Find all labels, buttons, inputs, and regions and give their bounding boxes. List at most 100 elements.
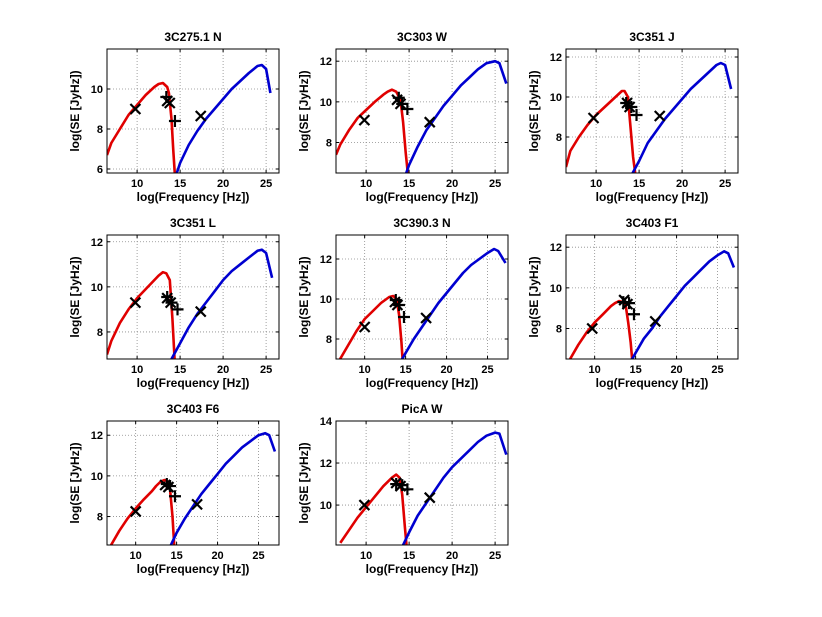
panel-1-xlabel: log(Frequency [Hz]) bbox=[137, 190, 250, 204]
panel-2-point-plus-0 bbox=[392, 91, 405, 104]
panel-2-ytick-label-12: 12 bbox=[320, 56, 332, 68]
panel-4-ytick-label-10: 10 bbox=[91, 282, 103, 294]
panel-6-model-high-line bbox=[630, 250, 736, 359]
panel-8-xtick-label-10: 10 bbox=[360, 550, 372, 562]
panel-1-model-high-line bbox=[175, 63, 272, 173]
panel-8-title: PicA W bbox=[402, 402, 444, 416]
panel-7-ytick-label-10: 10 bbox=[91, 471, 103, 483]
panel-3: 10 15 20 25 8 10 12 3C351 J log(Frequency [Hz]) l… bbox=[527, 30, 739, 204]
panel-6-ytick-label-8: 8 bbox=[556, 324, 562, 336]
panel-3-ytick-label-8: 8 bbox=[556, 132, 562, 144]
panel-5-xtick-label-25: 25 bbox=[481, 364, 493, 376]
panel-5-point-plus-1 bbox=[393, 299, 406, 311]
panel-4-xlabel: log(Frequency [Hz]) bbox=[137, 376, 250, 390]
panel-7-point-x-3 bbox=[191, 498, 203, 511]
panel-1-xtick-label-20: 20 bbox=[217, 178, 229, 190]
panel-1-title: 3C275.1 N bbox=[164, 30, 221, 44]
panel-3-xlabel: log(Frequency [Hz]) bbox=[596, 190, 709, 204]
panel-7-xtick-label-10: 10 bbox=[130, 550, 142, 562]
panel-4-ylabel: log(SE [JyHz]) bbox=[68, 256, 82, 337]
panel-3-axes-box bbox=[565, 48, 739, 174]
panel-6-point-x-3 bbox=[649, 315, 662, 328]
panel-2-xtick-label-25: 25 bbox=[489, 178, 501, 190]
panel-5-ytick-label-12: 12 bbox=[320, 254, 332, 266]
panel-1-point-x-0 bbox=[129, 103, 142, 115]
panel-7-axes-box bbox=[106, 420, 280, 546]
panel-5-xtick-label-10: 10 bbox=[359, 364, 371, 376]
panel-2-point-plus-2 bbox=[401, 102, 414, 115]
panel-1-ytick-label-10: 10 bbox=[91, 84, 103, 96]
panel-3-ylabel: log(SE [JyHz]) bbox=[527, 70, 541, 151]
panel-2-model-high-line bbox=[404, 59, 508, 173]
panel-5-ytick-label-10: 10 bbox=[320, 294, 332, 306]
panel-4-point-plus-1 bbox=[165, 296, 178, 309]
panel-2-title: 3C303 W bbox=[397, 30, 448, 44]
panel-6-model-low-line bbox=[568, 299, 634, 359]
panel-3-xtick-label-25: 25 bbox=[719, 178, 731, 190]
panel-1-point-plus-0 bbox=[160, 91, 173, 103]
panel-2-axes-box bbox=[335, 48, 509, 174]
panel-2-ylabel: log(SE [JyHz]) bbox=[297, 70, 311, 151]
panel-4-ytick-label-8: 8 bbox=[97, 327, 103, 339]
panel-2: 10 15 20 25 8 10 12 3C303 W log(Frequency [Hz]) l… bbox=[297, 30, 509, 204]
panel-4-point-plus-2 bbox=[171, 303, 184, 316]
panel-4-model-high-line bbox=[170, 248, 274, 359]
panel-7-ylabel: log(SE [JyHz]) bbox=[68, 442, 82, 523]
panel-6-ytick-label-10: 10 bbox=[550, 283, 562, 295]
panel-5-title: 3C390.3 N bbox=[393, 216, 450, 230]
panel-3-point-x-0 bbox=[587, 112, 600, 124]
panel-5-model-low-line bbox=[338, 294, 404, 359]
panel-7-xtick-label-25: 25 bbox=[252, 550, 264, 562]
panel-8-point-plus-2 bbox=[401, 483, 414, 496]
panel-7-xtick-label-15: 15 bbox=[170, 550, 182, 562]
panel-1-plot-area bbox=[107, 49, 279, 173]
panel-2-ytick-label-8: 8 bbox=[326, 138, 332, 150]
panel-1: 10 15 20 25 6 8 10 3C275.1 N log(Frequency [Hz])… bbox=[68, 30, 280, 204]
panel-7-xtick-label-20: 20 bbox=[211, 550, 223, 562]
panel-4-xtick-label-20: 20 bbox=[217, 364, 229, 376]
panel-6-ylabel: log(SE [JyHz]) bbox=[527, 256, 541, 337]
panel-4-axes-box bbox=[106, 234, 280, 360]
panel-6-xtick-label-20: 20 bbox=[670, 364, 682, 376]
panel-1-xtick-label-25: 25 bbox=[260, 178, 272, 190]
panel-5-plot-area bbox=[336, 235, 508, 359]
panel-6-xtick-label-25: 25 bbox=[711, 364, 723, 376]
panel-3-point-x-3 bbox=[653, 110, 666, 122]
panel-8: 10 15 20 25 10 12 14 PicA W log(Frequency [Hz]) l… bbox=[297, 402, 509, 576]
panel-3-xtick-label-10: 10 bbox=[590, 178, 602, 190]
panel-2-xlabel: log(Frequency [Hz]) bbox=[366, 190, 479, 204]
panel-8-xtick-label-25: 25 bbox=[489, 550, 501, 562]
panel-5-xlabel: log(Frequency [Hz]) bbox=[366, 376, 479, 390]
panel-4-xtick-label-10: 10 bbox=[131, 364, 143, 376]
panel-3-point-plus-1 bbox=[625, 101, 638, 113]
panel-3-model-low-line bbox=[566, 89, 637, 173]
panel-7-xlabel: log(Frequency [Hz]) bbox=[137, 562, 250, 576]
panel-7-point-x-0 bbox=[129, 505, 142, 518]
panel-6-xlabel: log(Frequency [Hz]) bbox=[596, 376, 709, 390]
panel-4-xtick-label-15: 15 bbox=[174, 364, 186, 376]
panel-8-model-low-line bbox=[339, 473, 408, 545]
panel-1-point-x-3 bbox=[194, 110, 207, 122]
panel-4-xtick-label-25: 25 bbox=[260, 364, 272, 376]
panel-3-ytick-label-12: 12 bbox=[550, 52, 562, 64]
panel-2-xtick-label-20: 20 bbox=[446, 178, 458, 190]
panel-5-xtick-label-15: 15 bbox=[399, 364, 411, 376]
panel-3-plot-area bbox=[566, 49, 738, 173]
panel-2-xtick-label-10: 10 bbox=[360, 178, 372, 190]
panel-7-ytick-label-12: 12 bbox=[91, 430, 103, 442]
panel-8-point-x-0 bbox=[358, 499, 371, 511]
panel-8-ylabel: log(SE [JyHz]) bbox=[297, 442, 311, 523]
panel-1-xtick-label-15: 15 bbox=[174, 178, 186, 190]
panel-8-model-high-line bbox=[401, 431, 508, 545]
panel-5-xtick-label-20: 20 bbox=[440, 364, 452, 376]
panel-6-axes-box bbox=[565, 234, 739, 360]
panel-2-ytick-label-10: 10 bbox=[320, 97, 332, 109]
panel-4-ytick-label-12: 12 bbox=[91, 237, 103, 249]
panel-5-ytick-label-8: 8 bbox=[326, 334, 332, 346]
panel-5-point-x-3 bbox=[420, 312, 432, 324]
panel-6-point-plus-2 bbox=[627, 308, 640, 321]
panel-7-point-plus-2 bbox=[168, 490, 181, 503]
panel-3-point-plus-2 bbox=[630, 109, 643, 121]
panel-6-point-plus-1 bbox=[623, 297, 636, 310]
